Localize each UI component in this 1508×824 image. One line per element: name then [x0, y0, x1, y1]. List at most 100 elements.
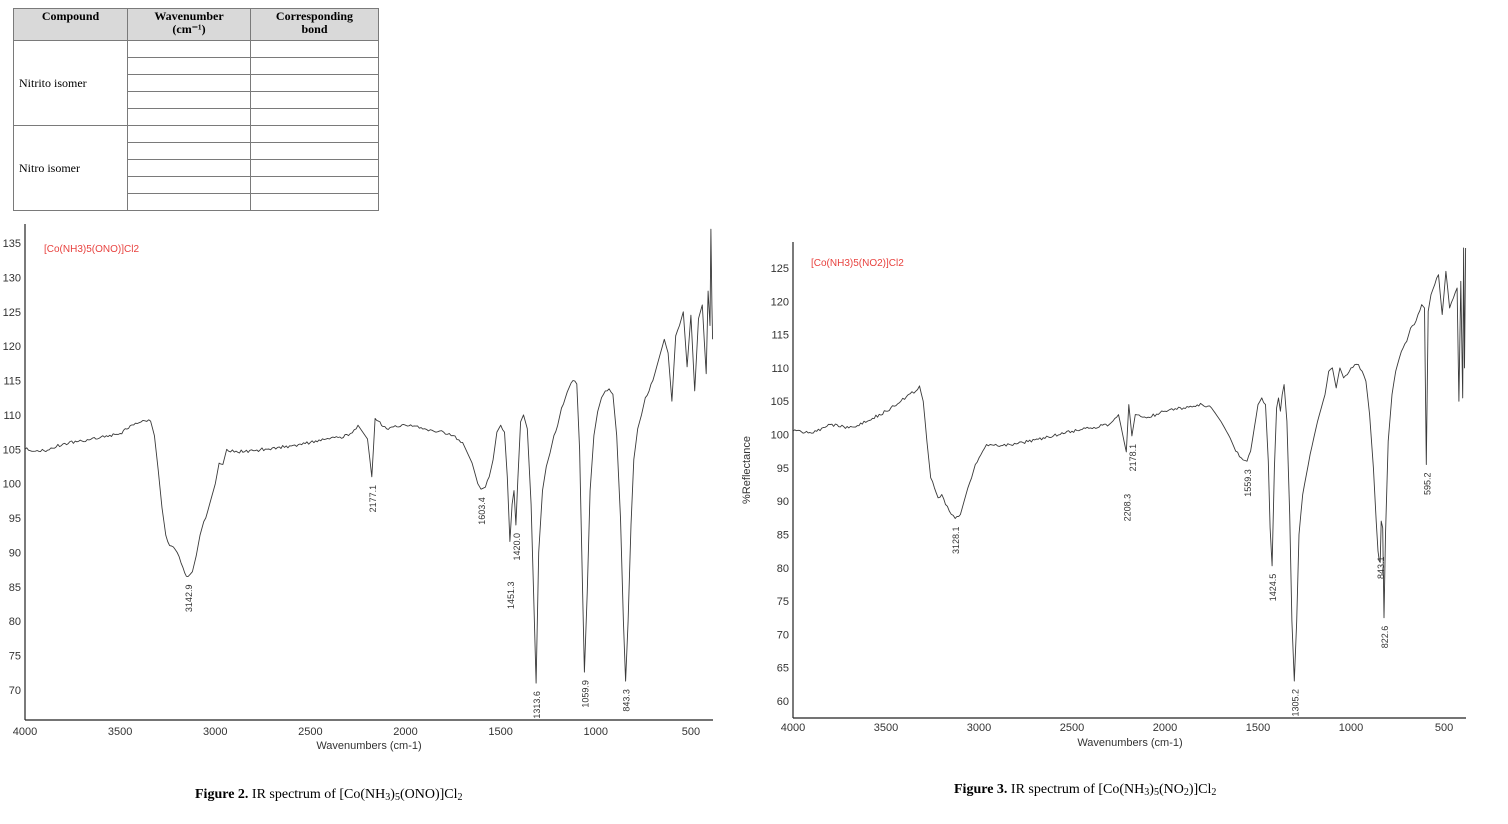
header-bond-label-2: bond: [301, 22, 328, 36]
caption-sub: 2: [457, 792, 463, 803]
y-tick-label: 105: [3, 444, 21, 456]
y-tick-label: 60: [777, 696, 789, 708]
y-tick-label: 65: [777, 663, 789, 675]
caption-sub: 3: [385, 792, 391, 803]
y-tick-label: 125: [3, 307, 21, 319]
spectrum-line: [792, 247, 1467, 682]
x-tick-label: 3500: [108, 726, 132, 738]
y-tick-label: 90: [777, 496, 789, 508]
peak-label: 2177.1: [368, 485, 378, 513]
caption-sub: 2: [1183, 787, 1189, 798]
y-tick-label: 90: [9, 547, 21, 559]
peak-label: 3142.9: [184, 585, 194, 613]
header-compound: Compound: [13, 8, 128, 41]
figure-3-label: Figure 3.: [954, 782, 1008, 797]
x-tick-label: 500: [1435, 722, 1453, 734]
ir-assignment-table: Compound Wavenumber (cm⁻¹) Corresponding b…: [13, 8, 379, 211]
peak-label: 1305.2: [1290, 689, 1300, 717]
spectrum-chart-nitrito: 70 75 80 85 90 95 100 105 110 115 120 125 130 135 4000…: [3, 224, 714, 752]
peak-label: 1059.9: [580, 680, 590, 708]
table-row: [14, 193, 379, 211]
y-tick-label: 130: [3, 272, 21, 284]
caption-sub: 5: [1153, 787, 1159, 798]
table-body: Nitrito isomer Nitro isomer: [13, 40, 379, 211]
y-tick-label: 85: [9, 582, 21, 594]
figure-2-caption: Figure 2. IR spectrum of [Co(NH3)5(ONO)]…: [195, 787, 463, 803]
compound-cell: Nitro isomer: [13, 125, 128, 211]
y-tick-label: 135: [3, 238, 21, 250]
table-row: [14, 91, 379, 109]
spectrum-chart-nitro: 60 65 70 75 80 85 90 95 100 105 110 115 120 125 4000 35…: [741, 242, 1467, 749]
caption-text: IR spectrum of [Co(NH: [1007, 782, 1145, 797]
x-tick-label: 3000: [967, 722, 991, 734]
x-tick-label: 1000: [584, 726, 608, 738]
y-tick-label: 120: [771, 296, 789, 308]
x-axis-label: Wavenumbers (cm-1): [316, 740, 421, 752]
figure-3-caption: Figure 3. IR spectrum of [Co(NH3)5(NO2)]…: [954, 782, 1216, 798]
peak-label: 3128.1: [951, 526, 961, 554]
y-tick-label: 70: [777, 629, 789, 641]
y-axis-label: %Reflectance: [741, 436, 753, 504]
x-tick-label: 2000: [1153, 722, 1177, 734]
x-tick-label: 3500: [874, 722, 898, 734]
table-header-row: Compound Wavenumber (cm⁻¹) Corresponding b…: [13, 8, 379, 41]
figure-2-label: Figure 2.: [195, 787, 249, 802]
header-bond-label-1: Corresponding: [275, 9, 354, 23]
x-tick-label: 2500: [1060, 722, 1084, 734]
caption-text: (NO: [1158, 782, 1184, 797]
y-tick-label: 115: [3, 376, 21, 388]
peak-label: 1420.0: [512, 533, 522, 561]
spectrum-title: [Co(NH3)5(ONO)]Cl2: [44, 244, 139, 255]
y-tick-label: 95: [777, 463, 789, 475]
y-tick-label: 95: [9, 513, 21, 525]
x-tick-label: 500: [682, 726, 700, 738]
x-tick-label: 1000: [1339, 722, 1363, 734]
caption-text: ): [1149, 782, 1154, 797]
x-tick-label: 4000: [13, 726, 37, 738]
bond-cell[interactable]: [250, 193, 379, 211]
x-tick-label: 2500: [298, 726, 322, 738]
peak-label: 1603.4: [477, 497, 487, 525]
x-axis-label: Wavenumbers (cm-1): [1077, 737, 1182, 749]
caption-sub: 5: [394, 792, 400, 803]
compound-cell: Nitrito isomer: [13, 40, 128, 126]
peak-label: 1424.5: [1268, 574, 1278, 602]
peak-label: 1451.3: [506, 581, 516, 609]
peak-label: 2178.1: [1128, 444, 1138, 472]
header-bond: Corresponding bond: [250, 8, 379, 41]
caption-sub: 3: [1144, 787, 1150, 798]
spectrum-title: [Co(NH3)5(NO2)]Cl2: [811, 258, 904, 269]
y-tick-label: 75: [9, 651, 21, 663]
y-tick-label: 80: [777, 563, 789, 575]
peak-label: 1313.6: [532, 691, 542, 719]
peak-label: 843.3: [622, 689, 632, 712]
y-tick-label: 75: [777, 596, 789, 608]
caption-text: (ONO)]Cl: [399, 787, 458, 802]
caption-text: IR spectrum of [Co(NH: [248, 787, 386, 802]
table-row: Nitrito isomer: [13, 40, 379, 126]
table-row: [14, 57, 379, 75]
x-tick-label: 1500: [1246, 722, 1270, 734]
y-tick-label: 110: [771, 363, 789, 375]
header-compound-label: Compound: [41, 9, 100, 23]
caption-sub: 2: [1211, 787, 1217, 798]
y-tick-label: 100: [3, 479, 21, 491]
x-tick-label: 1500: [488, 726, 512, 738]
y-tick-label: 115: [771, 330, 789, 342]
y-tick-label: 80: [9, 616, 21, 628]
peak-label: 822.6: [1380, 626, 1390, 649]
y-tick-label: 100: [771, 430, 789, 442]
table-row: [14, 176, 379, 194]
peak-label: 2208.3: [1122, 494, 1132, 522]
x-tick-label: 2000: [393, 726, 417, 738]
header-wavenumber-label: Wavenumber: [154, 9, 224, 23]
caption-text: )]Cl: [1188, 782, 1212, 797]
y-tick-label: 125: [771, 263, 789, 275]
peak-label: 1559.3: [1243, 469, 1253, 497]
peak-label: 595.2: [1422, 473, 1432, 496]
y-tick-label: 110: [3, 410, 21, 422]
caption-text: ): [390, 787, 395, 802]
peak-label: 843.1: [1376, 556, 1386, 579]
